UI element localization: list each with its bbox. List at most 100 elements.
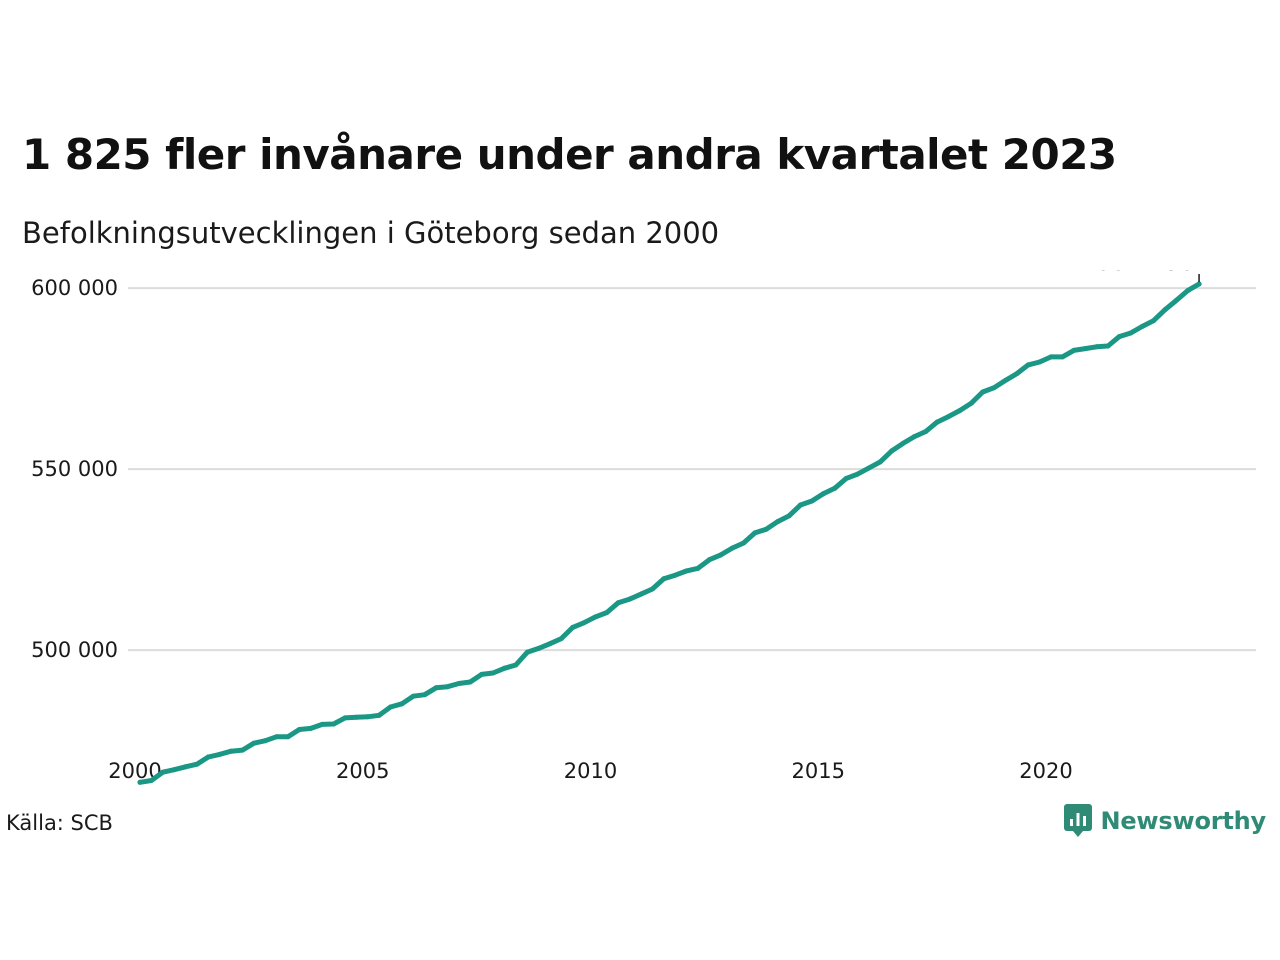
x-tick-label: 2015: [792, 759, 845, 783]
source-note: Källa: SCB: [6, 811, 113, 835]
data-point: [991, 385, 997, 391]
data-point: [923, 429, 929, 434]
data-point: [296, 727, 302, 732]
data-point: [729, 545, 735, 551]
data-point: [1094, 344, 1100, 350]
data-point: [410, 693, 416, 699]
data-point: [183, 764, 189, 770]
data-point: [524, 649, 530, 655]
data-point: [536, 645, 542, 651]
data-point: [695, 565, 701, 571]
data-point: [946, 414, 951, 420]
data-point: [262, 738, 268, 744]
data-point: [467, 679, 473, 685]
data-point: [456, 681, 462, 686]
series-line: [137, 281, 1202, 785]
data-point: [980, 389, 986, 395]
data-point: [570, 624, 576, 630]
data-point: [1048, 354, 1054, 360]
data-point: [501, 665, 507, 671]
data-point: [1196, 281, 1202, 287]
data-point: [615, 600, 621, 606]
data-point: [376, 712, 382, 718]
data-point: [160, 769, 166, 775]
data-point: [877, 459, 883, 465]
data-point: [832, 485, 838, 491]
data-point: [854, 471, 860, 477]
data-point: [593, 614, 598, 620]
data-point: [889, 448, 895, 454]
data-point: [1128, 330, 1134, 336]
data-point: [194, 761, 200, 767]
data-point: [911, 434, 917, 440]
x-axis-ticks: 2000 2005 2010 2015 2020: [108, 759, 1072, 783]
x-tick-label: 2005: [336, 759, 389, 783]
data-point: [706, 557, 712, 563]
data-point: [1025, 362, 1031, 368]
data-point: [513, 662, 519, 668]
x-tick-label: 2020: [1019, 759, 1072, 783]
y-axis-ticks: 500 000 550 000 600 000: [31, 276, 118, 662]
data-point: [661, 576, 667, 582]
data-point: [547, 641, 553, 647]
data-point: [1082, 346, 1088, 352]
data-point: [285, 734, 291, 740]
data-point: [638, 591, 644, 597]
data-point: [331, 721, 337, 727]
data-point: [342, 715, 348, 721]
data-point: [763, 526, 769, 532]
data-point: [353, 714, 359, 720]
data-point: [1105, 343, 1111, 349]
data-point: [684, 568, 690, 574]
y-tick-label: 600 000: [31, 276, 118, 300]
data-point: [365, 714, 371, 720]
data-point: [798, 502, 803, 508]
data-point: [240, 747, 245, 753]
x-tick-label: 2010: [564, 759, 617, 783]
data-point: [274, 734, 280, 740]
data-point: [228, 748, 234, 754]
data-point: [251, 740, 257, 746]
data-point: [741, 540, 747, 546]
data-point: [1014, 371, 1020, 377]
data-point: [1139, 324, 1145, 329]
data-point: [866, 465, 872, 471]
data-point: [900, 440, 906, 446]
data-point: [479, 671, 485, 677]
data-point: [308, 725, 314, 731]
data-point: [422, 692, 428, 698]
data-point: [843, 476, 849, 482]
data-point: [319, 721, 325, 727]
data-point: [171, 767, 177, 773]
data-point: [649, 586, 655, 592]
brand-name: Newsworthy: [1100, 807, 1266, 835]
data-point: [1162, 307, 1168, 313]
series: [137, 281, 1202, 785]
data-point: [604, 610, 610, 615]
data-point: [490, 670, 496, 676]
data-point: [775, 519, 781, 525]
data-point: [968, 400, 974, 406]
data-point: [399, 701, 405, 707]
gridlines: [128, 287, 1256, 652]
data-point: [752, 530, 758, 536]
data-point: [1185, 288, 1191, 294]
data-point: [205, 754, 211, 760]
data-point: [433, 685, 439, 691]
brand-logo: Newsworthy: [1064, 804, 1266, 838]
data-point: [445, 684, 450, 690]
data-point: [581, 620, 587, 626]
data-point: [934, 419, 940, 425]
data-point: [1059, 354, 1065, 360]
data-point: [1173, 297, 1179, 303]
data-point: [672, 572, 678, 578]
data-point: [1116, 334, 1122, 340]
data-point: [1037, 359, 1043, 365]
data-point: [1071, 347, 1077, 353]
data-point: [558, 636, 564, 642]
y-tick-label: 550 000: [31, 457, 118, 481]
data-point: [957, 408, 963, 413]
y-tick-label: 500 000: [31, 638, 118, 662]
data-point: [388, 704, 393, 710]
